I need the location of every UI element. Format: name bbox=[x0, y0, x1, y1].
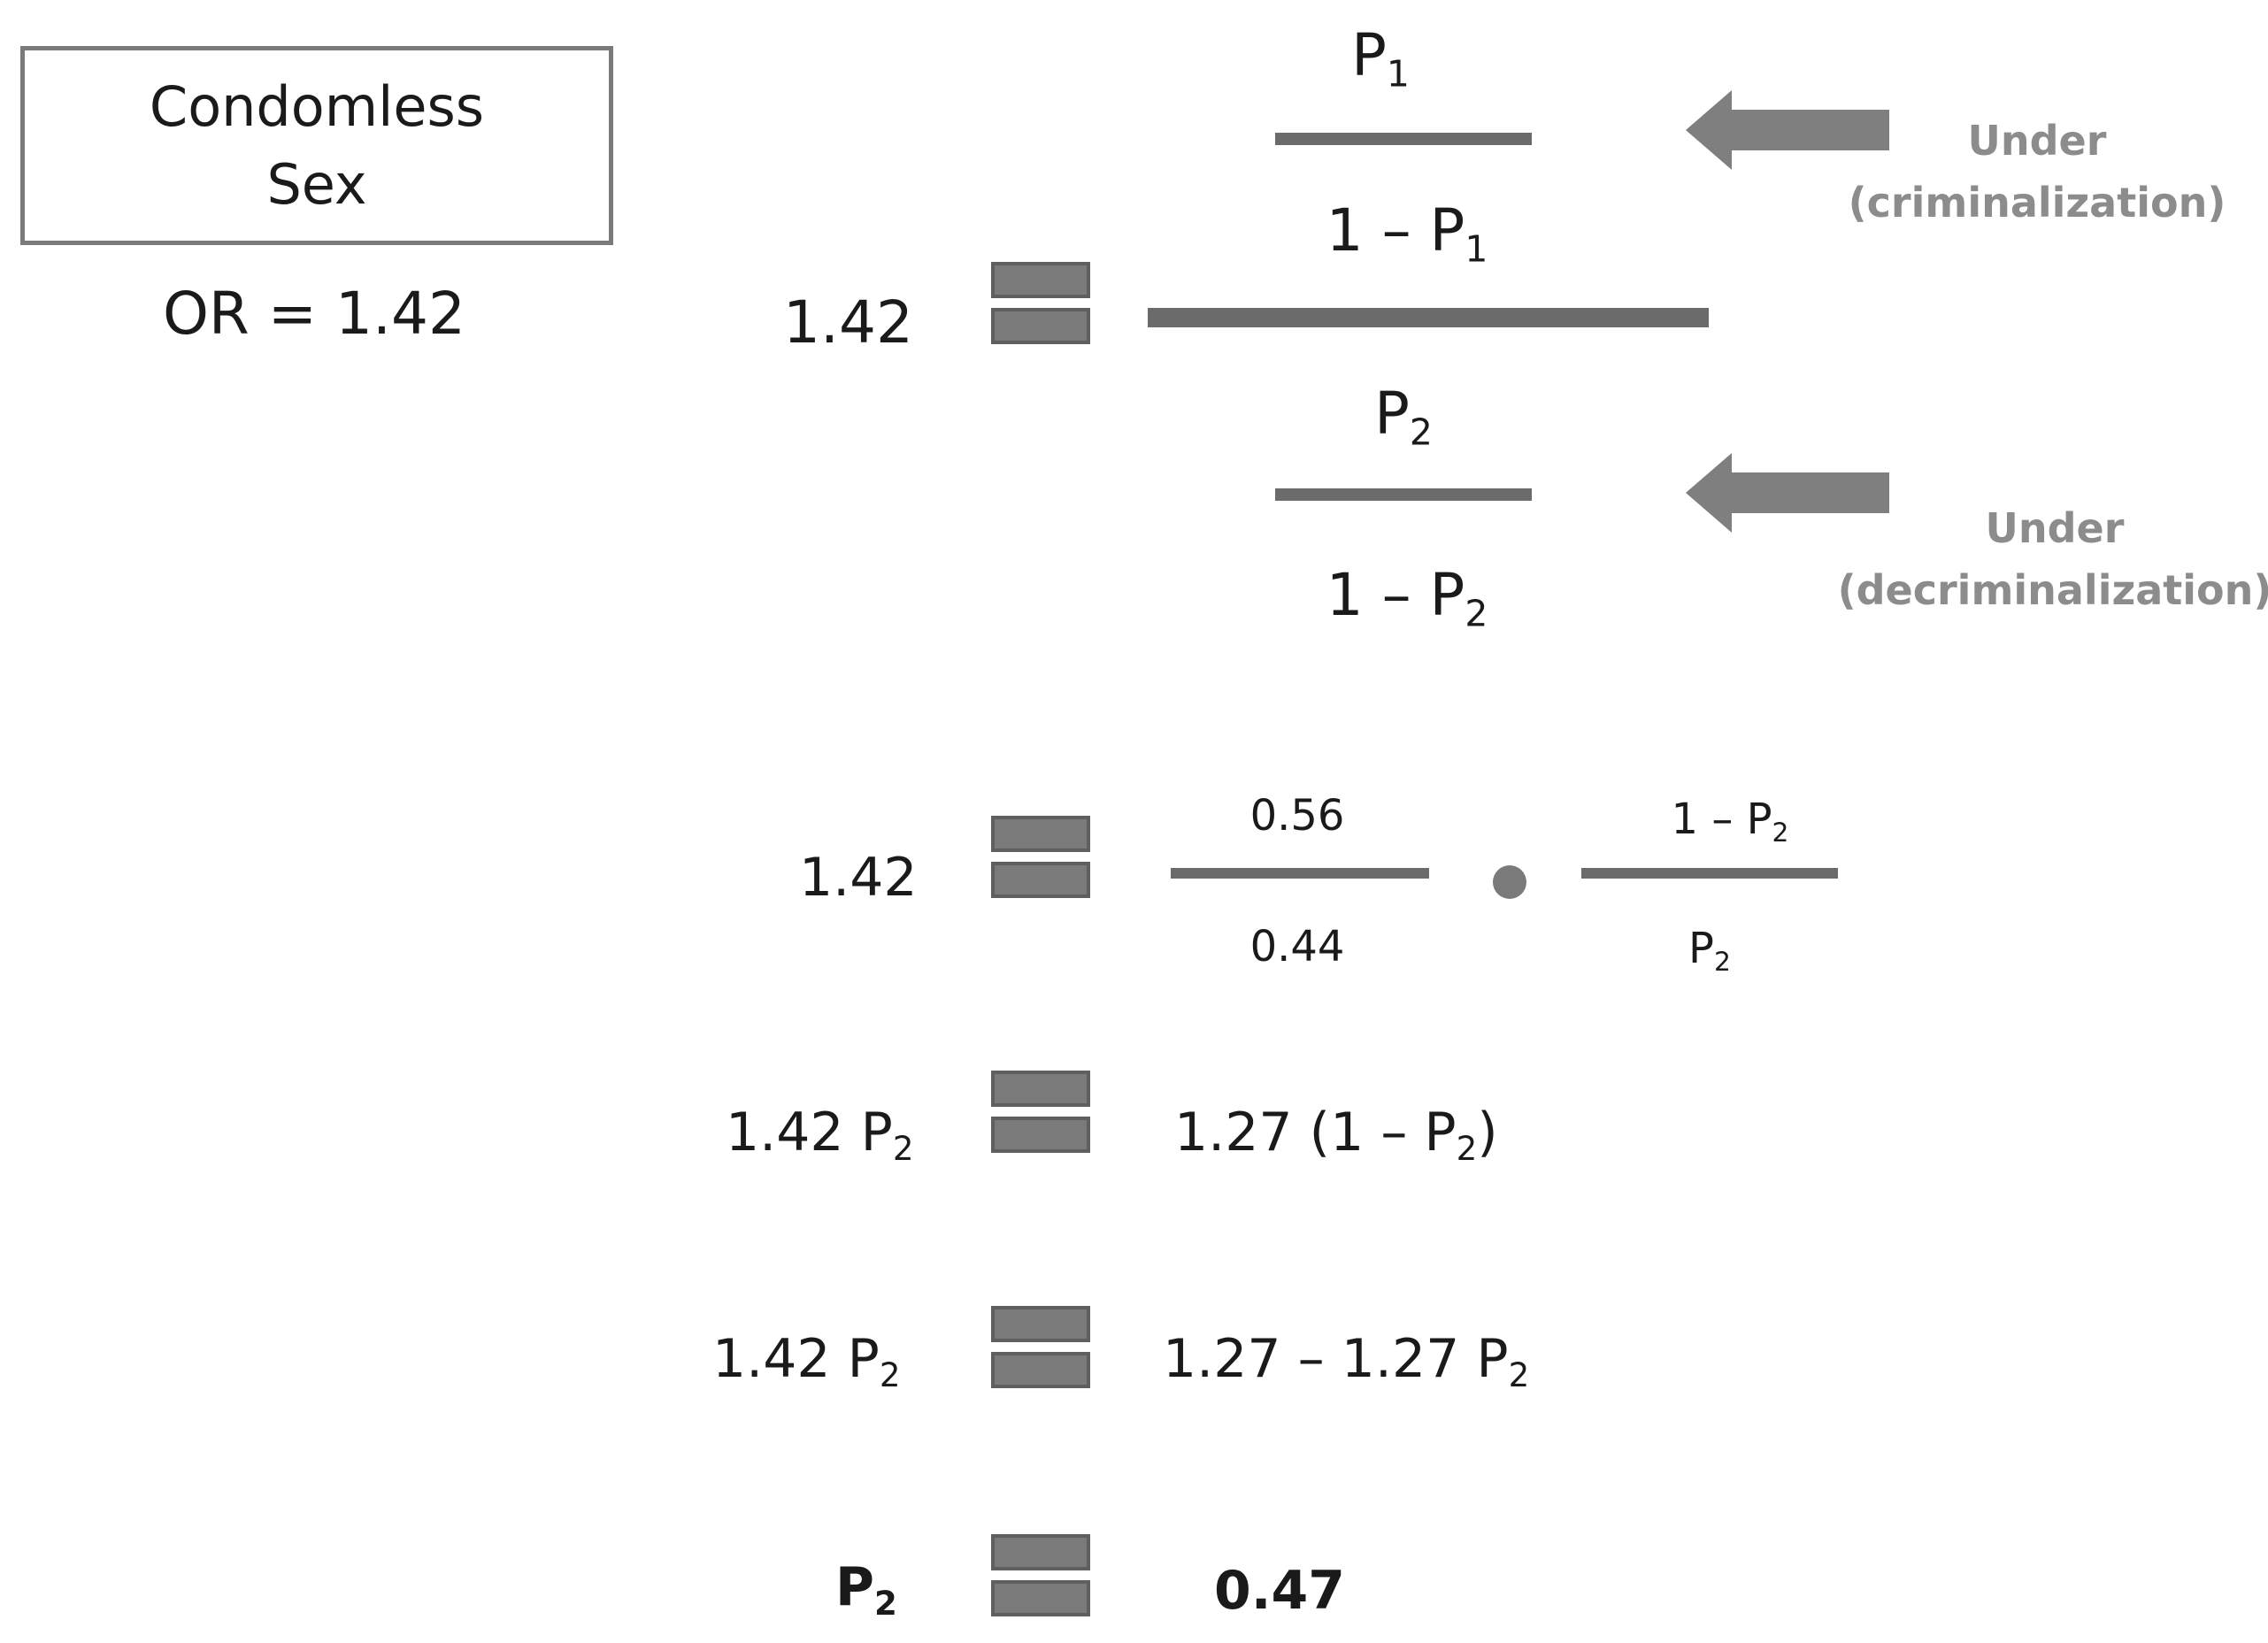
annotation-criminalization: Under (criminalization) bbox=[1848, 117, 2226, 226]
step1-fraction2-numerator: 1 – P2 bbox=[1671, 795, 1789, 848]
step1-fraction1-numerator: 0.56 bbox=[1249, 791, 1345, 841]
bottom-fraction-bar bbox=[1275, 488, 1532, 501]
main-fraction-bar bbox=[1148, 308, 1709, 327]
variable-label-line1: Condomless bbox=[149, 73, 485, 139]
step3-rhs: 1.27 – 1.27 P2 bbox=[1163, 1328, 1530, 1395]
step2-rhs: 1.27 (1 – P2) bbox=[1174, 1102, 1498, 1169]
top-fraction-bar bbox=[1275, 133, 1532, 145]
step1-lhs-value: 1.42 bbox=[799, 847, 918, 909]
arrow-left-icon bbox=[1686, 90, 1889, 170]
step1-fraction2-denominator: P2 bbox=[1688, 924, 1731, 978]
odds-ratio-label: OR = 1.42 bbox=[162, 280, 466, 348]
main-lhs-value: 1.42 bbox=[783, 288, 913, 357]
top-numerator: P1 bbox=[1351, 21, 1410, 96]
variable-box: Condomless Sex bbox=[20, 46, 613, 245]
top-denominator: 1 – P1 bbox=[1326, 196, 1488, 271]
step1-fraction1-denominator: 0.44 bbox=[1249, 922, 1345, 971]
bottom-denominator: 1 – P2 bbox=[1326, 561, 1488, 635]
step2-lhs: 1.42 P2 bbox=[726, 1102, 914, 1169]
bottom-numerator: P2 bbox=[1374, 380, 1433, 454]
step3-lhs: 1.42 P2 bbox=[712, 1328, 901, 1395]
step1-fraction2-bar bbox=[1581, 868, 1838, 879]
result-lhs: P2 bbox=[835, 1556, 897, 1624]
variable-label-line2: Sex bbox=[266, 151, 367, 217]
result-value: 0.47 bbox=[1214, 1560, 1346, 1622]
arrow-left-icon bbox=[1686, 453, 1889, 533]
annotation-decriminalization: Under (decriminalization) bbox=[1837, 504, 2268, 614]
step1-fraction1-bar bbox=[1171, 868, 1429, 879]
multiplication-dot bbox=[1493, 865, 1526, 899]
